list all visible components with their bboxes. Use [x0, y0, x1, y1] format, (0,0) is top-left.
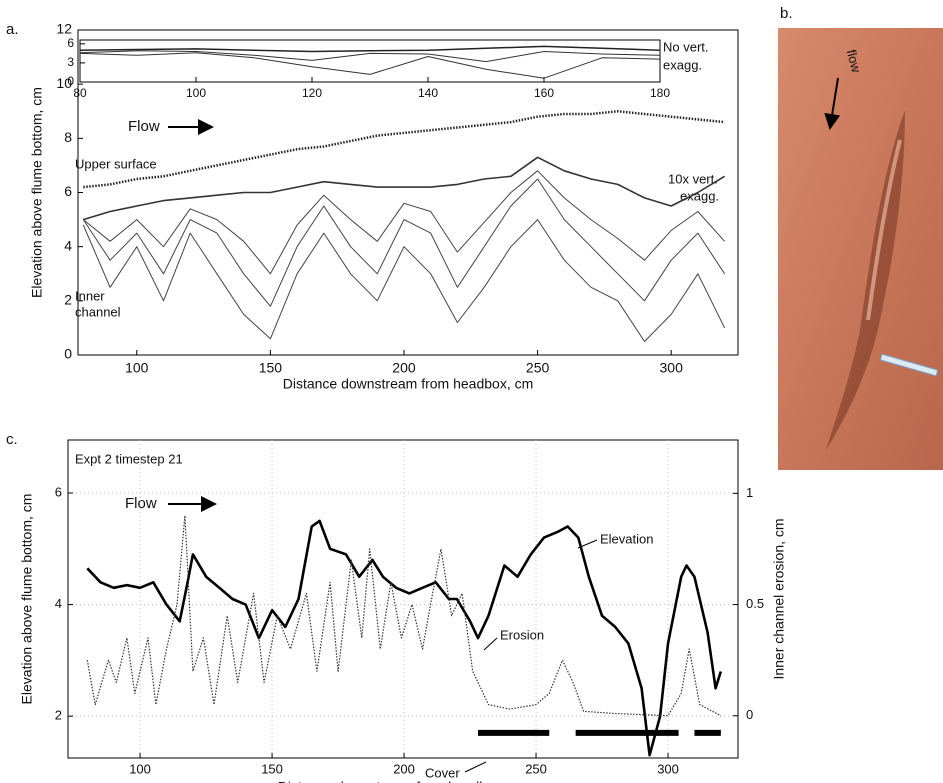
y2-axis-label: Inner channel erosion, cm [771, 518, 787, 679]
y-tick-label: 6 [67, 36, 74, 50]
series-line [79, 52, 661, 79]
annotation: Inner [75, 288, 105, 303]
annotation: Cover [425, 765, 460, 780]
series-line [86, 519, 723, 757]
x-tick-label: 150 [261, 761, 283, 776]
annotation: No vert. [663, 39, 709, 54]
photo-background [778, 28, 943, 470]
y2-tick-label: 0 [746, 707, 753, 722]
x-tick-label: 180 [650, 86, 670, 100]
photo-channel [826, 110, 905, 450]
annotation: exagg. [680, 188, 719, 203]
series-line [79, 50, 661, 63]
x-tick-label: 120 [302, 86, 322, 100]
subtitle: Expt 2 timestep 21 [75, 451, 183, 466]
y-tick-label: 2 [55, 708, 62, 723]
x-tick-label: 80 [73, 86, 87, 100]
panel-label: a. [6, 21, 19, 38]
x-tick-label: 300 [657, 761, 679, 776]
series-line [82, 178, 726, 307]
y-tick-label: 3 [67, 55, 74, 69]
y-axis-label: Elevation above flume bottom, cm [19, 494, 35, 705]
panel-label: b. [780, 5, 793, 22]
leader-line [483, 637, 498, 651]
annotation: channel [75, 304, 121, 319]
series-line [83, 110, 725, 189]
photo: flow [778, 28, 943, 470]
plot-area [67, 439, 739, 759]
y-tick-label: 10 [56, 75, 72, 91]
x-tick-label: 200 [392, 360, 416, 376]
plot-area [77, 29, 739, 356]
y-tick-label: 8 [64, 129, 72, 145]
y-tick-label: 4 [55, 596, 62, 611]
x-axis-label: Distance downstream from headbox, cm [283, 376, 534, 392]
annotation: 10x vert. [668, 171, 718, 186]
photo-scale-bar [879, 353, 939, 377]
x-tick-label: 140 [418, 86, 438, 100]
y-tick-label: 0 [64, 346, 72, 362]
series-line [82, 219, 726, 342]
leader-line [464, 761, 487, 773]
x-tick-label: 160 [534, 86, 554, 100]
x-tick-label: 300 [660, 360, 684, 376]
y2-tick-label: 1 [746, 485, 753, 500]
y-tick-label: 6 [55, 484, 62, 499]
y-tick-label: 0 [67, 74, 74, 88]
y2-tick-label: 0.5 [746, 596, 764, 611]
annotation: Upper surface [75, 156, 157, 171]
y-axis-label: Elevation above flume bottom, cm [29, 87, 45, 298]
annotation: Elevation [600, 531, 653, 546]
series-line [82, 170, 725, 275]
x-tick-label: 100 [125, 360, 149, 376]
plot-area [79, 39, 661, 83]
y-tick-label: 12 [56, 21, 72, 37]
x-axis-label: Distance downstream from headbox, cm [278, 779, 529, 783]
x-tick-label: 150 [259, 360, 283, 376]
photo-flow-label: flow [844, 48, 864, 75]
x-tick-label: 100 [129, 761, 151, 776]
panel-label: c. [6, 431, 18, 448]
y-tick-label: 6 [64, 183, 72, 199]
y-tick-label: 2 [64, 292, 72, 308]
flow-arrow [824, 77, 841, 130]
x-tick-label: 100 [186, 86, 206, 100]
x-tick-label: 250 [526, 360, 550, 376]
annotation: Erosion [500, 627, 544, 642]
annotation: Flow [128, 118, 160, 135]
x-tick-label: 250 [525, 761, 547, 776]
annotation: exagg. [663, 57, 702, 72]
y-tick-label: 4 [64, 237, 72, 253]
annotation: Flow [125, 495, 157, 512]
photo-highlight [866, 139, 902, 321]
series-line [79, 45, 661, 53]
series-line [83, 156, 726, 221]
series-line [86, 515, 722, 717]
x-tick-label: 200 [393, 761, 415, 776]
